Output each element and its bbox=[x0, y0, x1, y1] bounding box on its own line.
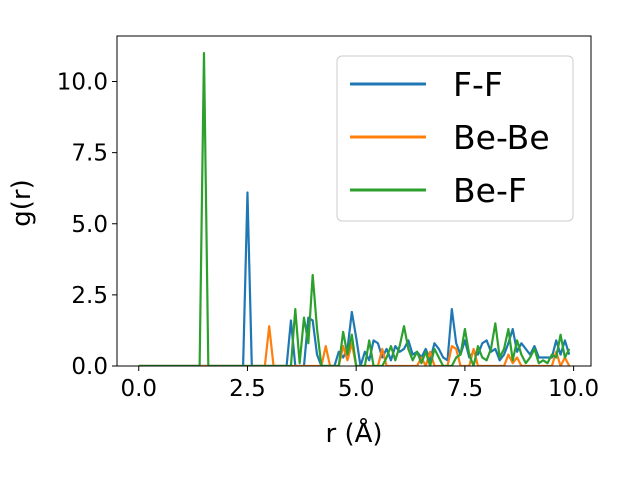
series-line-be-be bbox=[138, 325, 571, 366]
y-tick-label: 7.5 bbox=[71, 141, 108, 167]
x-tick-label: 5.0 bbox=[338, 376, 375, 402]
series-layer bbox=[138, 51, 571, 366]
legend-frame bbox=[336, 55, 574, 222]
legend: F-F Be-Be Be-F bbox=[336, 55, 574, 222]
y-tick-label: 5.0 bbox=[71, 212, 108, 238]
x-tick-label: 0.0 bbox=[120, 376, 157, 402]
x-tick-label: 7.5 bbox=[447, 376, 484, 402]
y-tick-label: 2.5 bbox=[71, 283, 108, 309]
x-tick-label: 2.5 bbox=[229, 376, 266, 402]
legend-label: Be-Be bbox=[453, 118, 550, 157]
x-axis-ticks: 0.0 2.5 5.0 7.5 10.0 bbox=[120, 366, 599, 402]
y-tick-label: 0.0 bbox=[71, 354, 108, 380]
plot-frame bbox=[116, 35, 592, 367]
y-tick-label: 10.0 bbox=[57, 70, 108, 96]
legend-label: Be-F bbox=[453, 171, 527, 210]
series-line-be-f bbox=[138, 51, 571, 366]
x-tick-label: 10.0 bbox=[548, 376, 599, 402]
legend-label: F-F bbox=[453, 65, 503, 104]
series-line-f-f bbox=[138, 191, 571, 366]
x-axis-label: r (Å) bbox=[325, 417, 382, 449]
y-axis-ticks: 0.0 2.5 5.0 7.5 10.0 bbox=[57, 70, 117, 380]
y-axis-label: g(r) bbox=[7, 179, 37, 226]
